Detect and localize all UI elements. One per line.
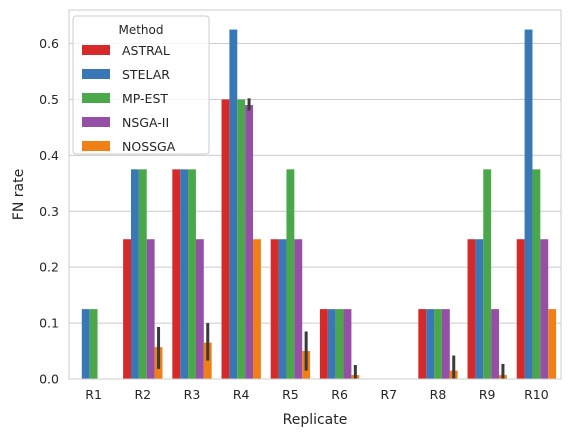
x-tick-label: R7 — [380, 387, 397, 402]
x-tick-label: R5 — [282, 387, 299, 402]
bar-mp-est-r8 — [434, 309, 442, 379]
bar-nsga-ii-r3 — [195, 239, 204, 379]
x-tick-label: R3 — [184, 387, 201, 402]
bar-nsga-ii-r6 — [343, 309, 352, 379]
bar-nsga-ii-r5 — [294, 239, 303, 379]
bar-mp-est-r6 — [335, 309, 344, 379]
bar-mp-est-r10 — [532, 169, 541, 379]
bar-mp-est-r3 — [188, 169, 196, 379]
legend: Method ASTRAL STELAR MP-EST NSGA-II NOSSGA — [72, 15, 210, 155]
x-tick-label: R10 — [524, 387, 549, 402]
bar-stelar-r6 — [327, 309, 336, 379]
bar-mp-est-r2 — [138, 169, 147, 379]
bar-nsga-ii-r2 — [146, 239, 155, 379]
legend-swatch-nossga — [82, 141, 110, 151]
x-axis-title: Replicate — [283, 412, 348, 428]
x-tick-label: R6 — [331, 387, 348, 402]
x-tick-label: R1 — [85, 387, 102, 402]
bar-mp-est-r4 — [237, 99, 246, 380]
bar-mp-est-r9 — [483, 169, 492, 379]
bar-astral-r2 — [123, 239, 131, 379]
bar-nossga-r3 — [203, 342, 212, 379]
x-tick-labels: R1 R2 R3 R4 R5 R6 R7 R8 R9 R10 — [85, 387, 548, 402]
bar-mp-est-r5 — [286, 169, 295, 379]
bar-stelar-r2 — [130, 169, 139, 379]
bar-mp-est-r1 — [89, 309, 98, 379]
y-tick-label: 0.5 — [39, 92, 59, 107]
bar-stelar-r4 — [229, 29, 238, 380]
bar-nossga-r4 — [253, 239, 261, 379]
bar-series — [81, 29, 557, 380]
bar-stelar-r10 — [524, 29, 533, 380]
bar-stelar-r8 — [426, 309, 435, 379]
bar-astral-r5 — [270, 239, 279, 379]
bar-astral-r4 — [221, 99, 230, 380]
bar-astral-r3 — [172, 169, 181, 379]
bar-astral-r8 — [418, 309, 427, 379]
y-tick-label: 0.3 — [39, 204, 59, 219]
x-tick-label: R8 — [430, 387, 447, 402]
legend-swatch-nsga-ii — [82, 117, 110, 127]
plot-frame — [68, 9, 562, 380]
legend-label-astral: ASTRAL — [122, 43, 170, 58]
bar-astral-r6 — [319, 309, 328, 379]
error-bars — [157, 98, 505, 379]
legend-label-nossga: NOSSGA — [122, 139, 176, 154]
bar-astral-r10 — [516, 239, 525, 379]
legend-label-stelar: STELAR — [122, 67, 170, 82]
y-tick-label: 0.1 — [39, 316, 59, 331]
y-tick-labels: 0.0 0.1 0.2 0.3 0.4 0.5 0.6 — [39, 36, 59, 386]
legend-label-mp-est: MP-EST — [122, 91, 168, 106]
y-tick-label: 0.2 — [39, 260, 59, 275]
x-tick-label: R9 — [479, 387, 496, 402]
y-tick-label: 0.0 — [39, 372, 59, 387]
legend-swatch-mp-est — [82, 93, 110, 103]
legend-items: ASTRAL STELAR MP-EST NSGA-II NOSSGA — [82, 43, 176, 154]
x-tick-label: R4 — [233, 387, 250, 402]
bar-nossga-r10 — [548, 309, 557, 379]
bar-astral-r9 — [467, 239, 476, 379]
x-tick-label: R2 — [134, 387, 151, 402]
bar-stelar-r1 — [81, 309, 90, 379]
legend-swatch-astral — [82, 45, 110, 55]
bar-nsga-ii-r9 — [491, 309, 500, 379]
legend-label-nsga-ii: NSGA-II — [122, 115, 169, 130]
y-tick-label: 0.4 — [39, 148, 59, 163]
y-axis-title: FN rate — [11, 169, 27, 220]
bar-stelar-r9 — [475, 239, 484, 379]
y-tick-label: 0.6 — [39, 36, 59, 51]
legend-swatch-stelar — [82, 69, 110, 79]
bar-nsga-ii-r4 — [245, 105, 254, 379]
bar-stelar-r5 — [278, 239, 287, 379]
legend-title: Method — [118, 23, 163, 37]
bar-nsga-ii-r10 — [540, 239, 549, 379]
bar-nsga-ii-r8 — [441, 309, 450, 379]
bar-stelar-r3 — [180, 169, 189, 379]
